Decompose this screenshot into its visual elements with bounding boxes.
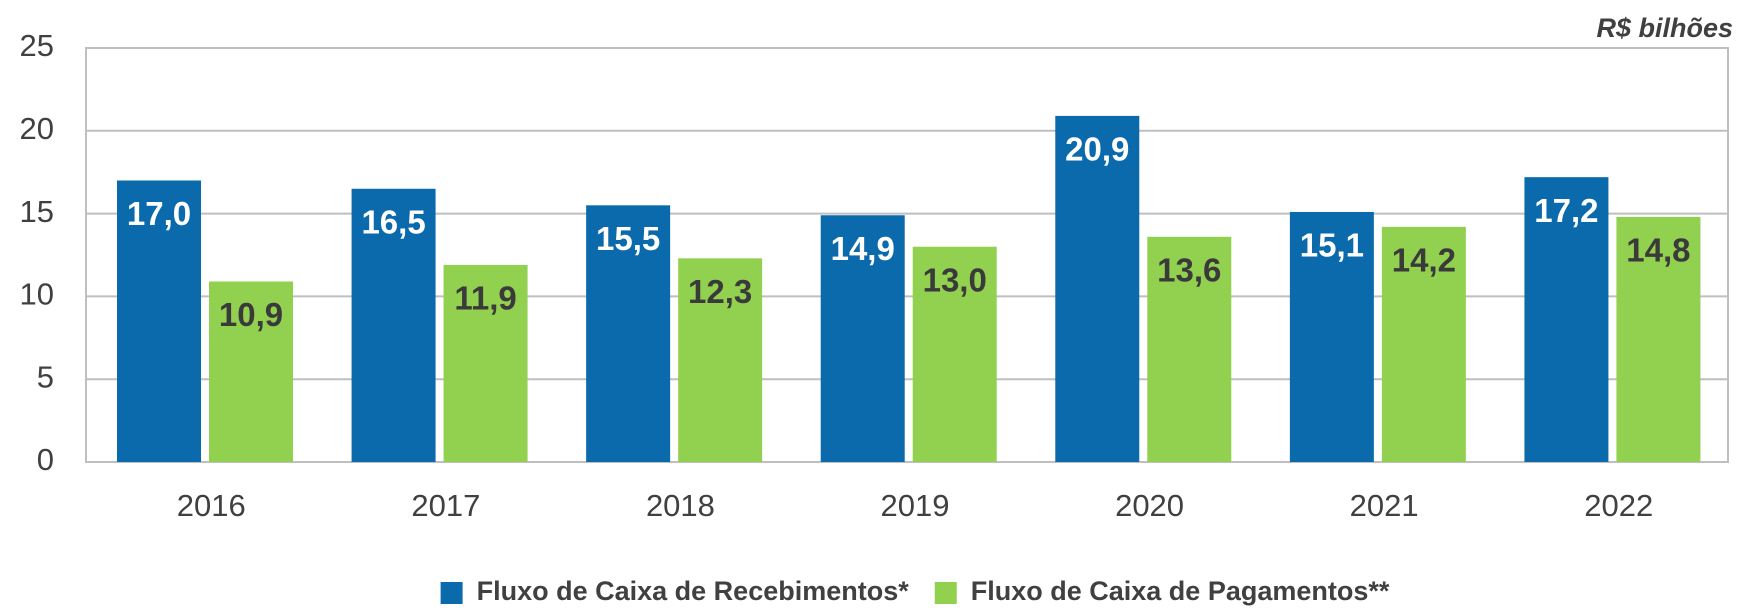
unit-label: R$ bilhões <box>1596 13 1733 43</box>
x-tick-label: 2017 <box>411 488 480 523</box>
value-label: 10,9 <box>219 296 283 333</box>
value-label: 17,2 <box>1534 192 1598 229</box>
x-tick-label: 2016 <box>177 488 246 523</box>
value-label: 15,5 <box>596 220 660 257</box>
value-label: 16,5 <box>361 203 425 240</box>
bar <box>820 215 905 462</box>
value-label: 17,0 <box>127 195 191 232</box>
bar <box>678 258 763 462</box>
bar <box>1289 211 1374 462</box>
y-tick-label: 10 <box>20 277 54 312</box>
y-tick-label: 0 <box>37 442 54 477</box>
value-label: 14,9 <box>831 230 895 267</box>
value-label: 13,0 <box>923 261 987 298</box>
value-label: 14,2 <box>1392 242 1456 279</box>
y-tick-label: 25 <box>20 28 54 63</box>
bar <box>351 188 436 462</box>
legend-label: Fluxo de Caixa de Recebimentos* <box>477 576 910 606</box>
y-tick-label: 15 <box>20 194 54 229</box>
legend-swatch <box>440 582 463 604</box>
bar <box>209 281 293 462</box>
bar <box>1147 236 1232 462</box>
legend-label: Fluxo de Caixa de Pagamentos** <box>971 576 1390 606</box>
y-tick-label: 5 <box>37 359 54 394</box>
bar <box>1055 115 1140 463</box>
value-label: 13,6 <box>1157 252 1221 289</box>
bar <box>117 180 201 463</box>
bar <box>1524 177 1609 462</box>
bar <box>1616 216 1701 462</box>
bar <box>1381 226 1466 462</box>
legend-swatch <box>934 582 957 604</box>
plot-frame <box>85 47 1729 463</box>
x-tick-label: 2020 <box>1115 488 1184 523</box>
value-label: 15,1 <box>1300 227 1364 264</box>
x-tick-label: 2022 <box>1584 488 1653 523</box>
x-tick-label: 2018 <box>646 488 715 523</box>
value-label: 11,9 <box>454 280 516 317</box>
x-tick-label: 2019 <box>881 488 950 523</box>
value-label: 20,9 <box>1065 131 1129 168</box>
bar <box>912 246 997 462</box>
x-tick-label: 2021 <box>1350 488 1419 523</box>
bar <box>443 264 528 462</box>
y-tick-label: 20 <box>20 111 54 146</box>
value-label: 14,8 <box>1626 232 1690 269</box>
bar <box>586 205 671 462</box>
value-label: 12,3 <box>688 273 752 310</box>
